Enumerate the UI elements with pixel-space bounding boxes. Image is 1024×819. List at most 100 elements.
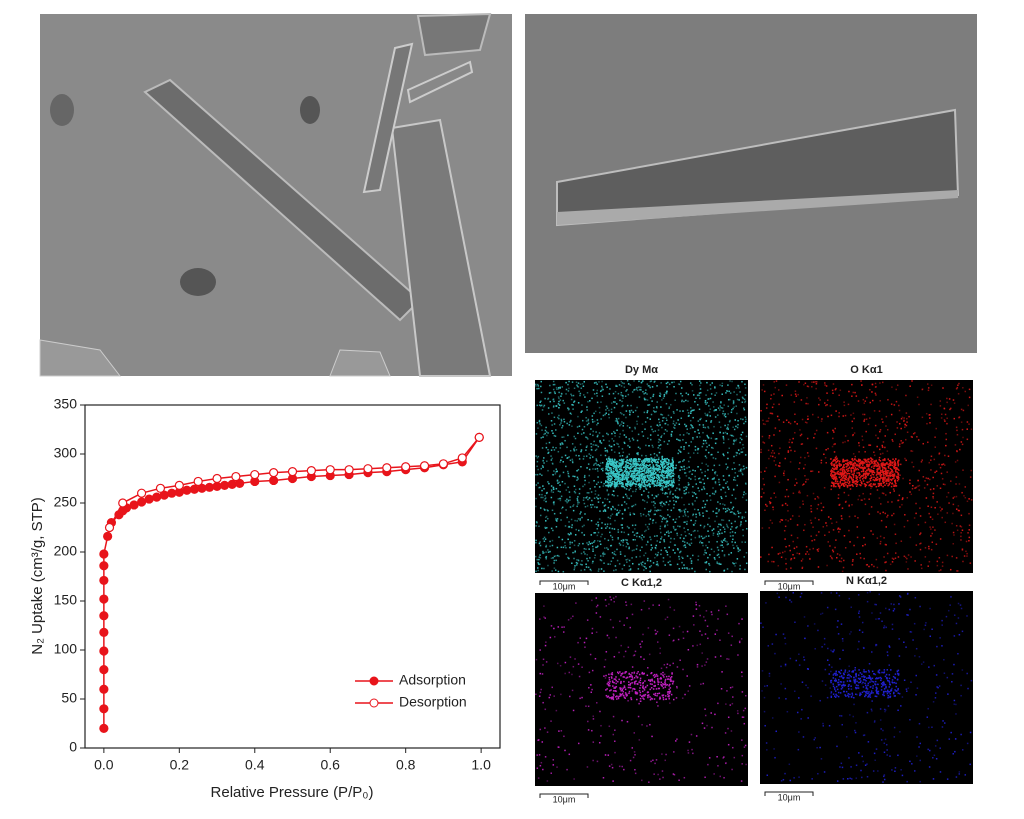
eds-dot — [664, 485, 667, 488]
eds-dot — [726, 428, 728, 430]
eds-dot — [844, 470, 846, 473]
eds-dot — [845, 483, 847, 486]
eds-dot — [773, 434, 775, 436]
eds-dot — [889, 474, 891, 476]
eds-dot — [830, 556, 833, 559]
eds-dot — [927, 441, 929, 444]
eds-dot — [661, 487, 663, 489]
eds-dot — [887, 463, 889, 465]
eds-dot — [715, 512, 717, 514]
eds-dot — [946, 471, 948, 473]
eds-dot — [626, 478, 629, 480]
eds-dot — [542, 405, 545, 408]
eds-dot — [588, 548, 590, 550]
eds-dot — [542, 658, 545, 661]
y-axis-label: N₂ Uptake (cm³/g, STP) — [29, 497, 46, 655]
eds-dot — [846, 462, 849, 465]
eds-dot — [553, 449, 556, 451]
eds-dot — [542, 466, 544, 468]
eds-dot — [640, 483, 642, 486]
eds-dot — [656, 482, 658, 485]
eds-dot — [535, 541, 537, 544]
eds-dot — [828, 531, 830, 533]
eds-dot — [685, 441, 687, 444]
eds-dot — [784, 502, 787, 505]
eds-dot — [683, 423, 686, 426]
eds-dot — [941, 478, 944, 480]
eds-dot — [620, 482, 622, 485]
eds-dot — [856, 472, 858, 474]
eds-dot — [870, 487, 872, 490]
eds-dot — [544, 538, 547, 540]
eds-dot — [934, 446, 937, 448]
eds-dot — [692, 416, 694, 419]
eds-dot — [550, 527, 553, 530]
eds-dot — [666, 458, 668, 460]
eds-dot — [551, 570, 553, 572]
eds-dot — [915, 486, 918, 488]
eds-dot — [600, 559, 603, 562]
eds-dot — [936, 564, 939, 567]
eds-dot — [864, 503, 867, 506]
eds-dot — [868, 444, 870, 446]
eds-dot — [722, 487, 725, 489]
eds-dot — [707, 426, 709, 428]
eds-dot — [798, 491, 800, 494]
eds-dot — [656, 540, 658, 542]
eds-dot — [631, 466, 633, 468]
eds-dot — [879, 542, 882, 545]
eds-dot — [656, 554, 659, 556]
eds-dot — [734, 513, 737, 516]
eds-dot — [633, 482, 636, 485]
eds-dot — [863, 462, 866, 464]
eds-dot — [832, 392, 834, 394]
eds-dot — [685, 535, 687, 537]
eds-dot — [834, 443, 836, 445]
eds-dot — [585, 436, 587, 438]
eds-dot — [625, 461, 628, 463]
eds-dot — [873, 467, 875, 470]
eds-dot — [835, 462, 837, 464]
eds-dot — [559, 499, 562, 502]
eds-dot — [625, 482, 627, 485]
eds-dot — [929, 414, 931, 416]
eds-dot — [661, 461, 663, 464]
eds-dot — [614, 397, 616, 399]
eds-dot — [694, 430, 696, 433]
eds-dot — [545, 500, 547, 503]
eds-dot — [710, 393, 713, 395]
eds-dot — [714, 656, 717, 658]
eds-dot — [591, 632, 593, 634]
eds-dot — [597, 494, 600, 496]
eds-dot — [560, 546, 563, 549]
eds-dot — [686, 523, 688, 525]
eds-dot — [590, 448, 593, 451]
eds-dot — [650, 544, 653, 546]
eds-dot — [928, 547, 930, 550]
eds-dot — [708, 444, 710, 447]
eds-dot — [597, 501, 600, 503]
eds-dot — [704, 536, 706, 539]
eds-dot — [546, 491, 548, 494]
eds-dot — [572, 509, 575, 512]
eds-dot — [733, 513, 736, 515]
eds-dot — [885, 475, 887, 477]
eds-dot — [847, 478, 849, 480]
eds-dot — [640, 537, 643, 539]
x-tick-label: 1.0 — [471, 757, 491, 773]
eds-dot — [656, 474, 659, 476]
eds-dot — [636, 389, 639, 392]
eds-dot — [887, 465, 890, 468]
eds-dot — [579, 697, 581, 700]
eds-dot — [703, 537, 705, 539]
eds-dot — [699, 541, 701, 544]
eds-dot — [848, 515, 851, 518]
eds-dot — [773, 381, 776, 383]
eds-dot — [540, 391, 543, 394]
eds-dot — [656, 460, 659, 463]
eds-dot — [670, 483, 673, 485]
eds-dot — [609, 478, 612, 481]
eds-dot — [590, 428, 592, 430]
eds-dot — [617, 465, 619, 467]
eds-dot — [567, 383, 569, 386]
